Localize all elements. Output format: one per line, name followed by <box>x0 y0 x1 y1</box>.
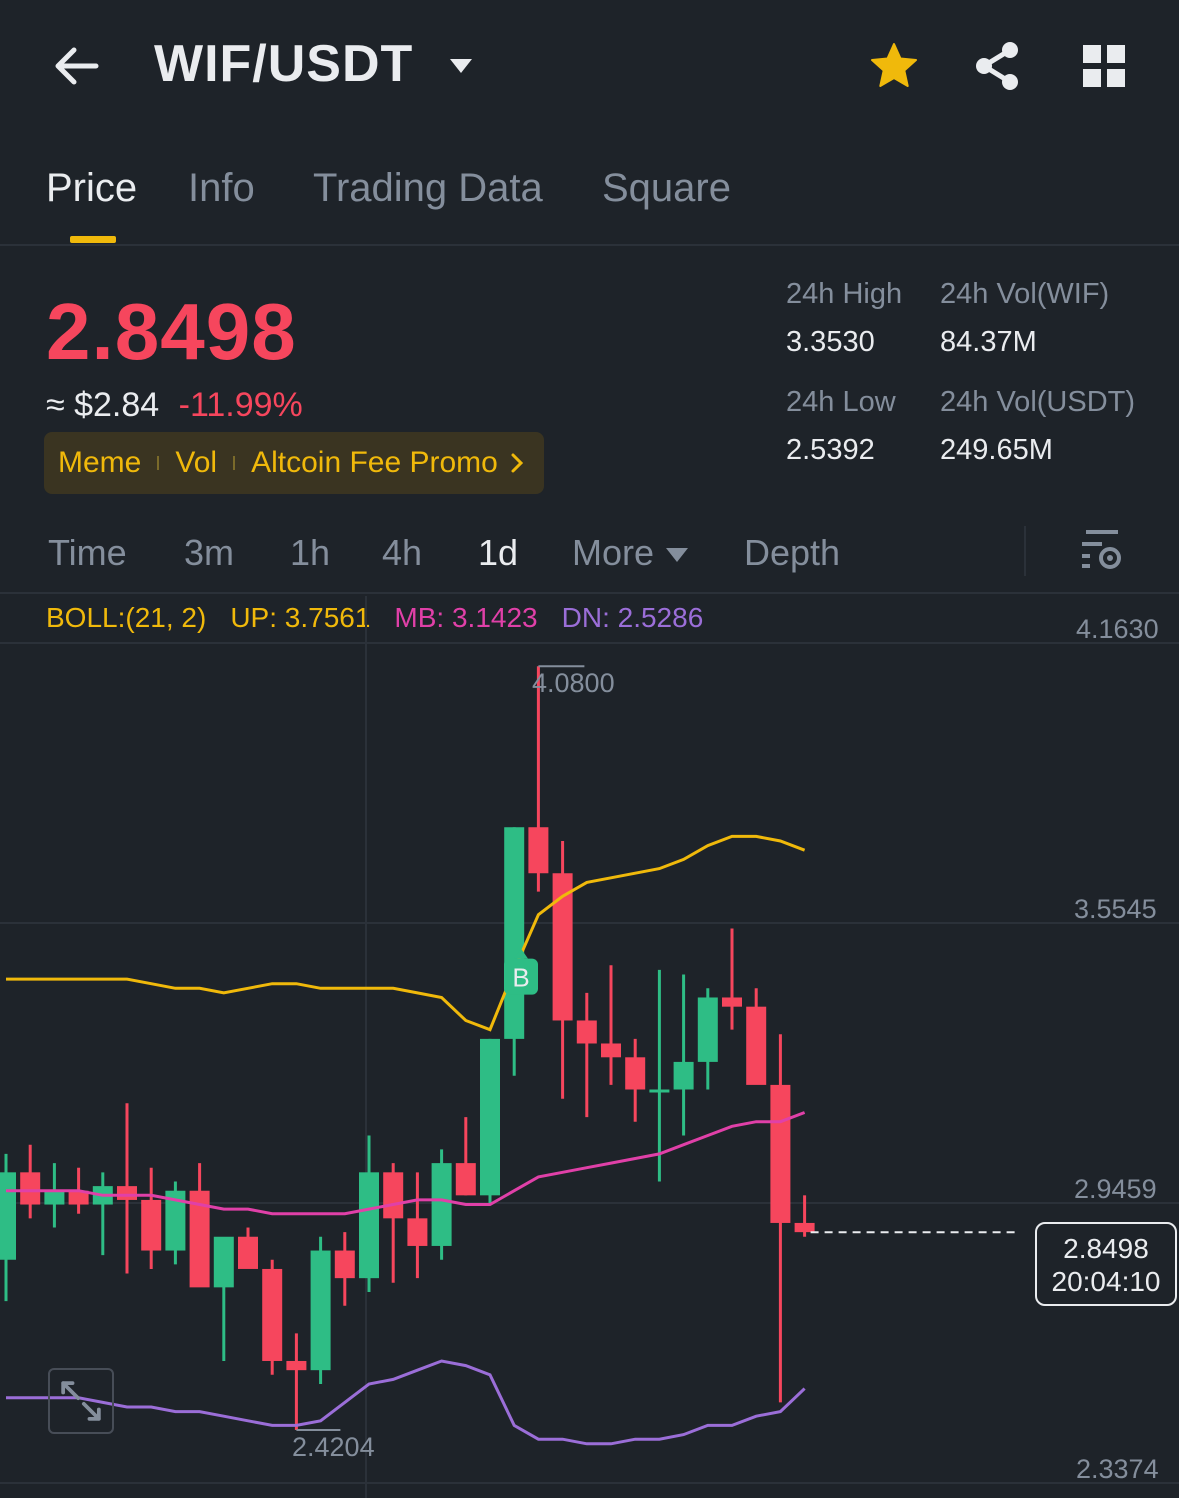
boll-legend[interactable]: BOLL:(21, 2) UP: 3.7561 MB: 3.1423 DN: 2… <box>46 602 727 634</box>
last-price: 2.8498 <box>46 287 297 376</box>
interval-1h[interactable]: 1h <box>290 532 331 573</box>
tag-divider <box>233 456 236 470</box>
main-tabs: Price Info Trading Data Square <box>0 150 1179 246</box>
boll-up-line <box>6 834 806 1032</box>
active-tab-indicator <box>70 236 116 243</box>
tab-square[interactable]: Square <box>602 166 731 210</box>
tag-bar[interactable]: Meme Vol Altcoin Fee Promo <box>44 432 544 494</box>
candle-body <box>576 1020 597 1044</box>
interval-1d[interactable]: 1d <box>478 532 519 573</box>
high-value: 3.3530 <box>786 326 875 358</box>
grid-icon[interactable] <box>1080 42 1128 90</box>
pair-title[interactable]: WIF/USDT <box>154 35 414 93</box>
candle-body <box>480 1038 500 1196</box>
chevron-right-icon <box>511 453 523 473</box>
boll-params: BOLL:(21, 2) <box>46 602 207 633</box>
min-price-marker: 2.4204 <box>292 1432 375 1462</box>
boll-mb-line <box>6 1111 806 1216</box>
candle-body <box>262 1268 283 1361</box>
candle-body <box>407 1218 428 1246</box>
candle-body <box>601 1043 621 1058</box>
y-tick-label: 4.1630 <box>1076 614 1159 644</box>
candle-body <box>359 1172 379 1279</box>
candle-body <box>431 1163 452 1246</box>
tab-info[interactable]: Info <box>188 166 255 210</box>
high-label: 24h High <box>786 278 903 310</box>
chart-settings-icon[interactable] <box>1080 528 1124 572</box>
candle-body <box>213 1236 234 1288</box>
current-price: 2.8498 <box>1063 1233 1149 1264</box>
y-tick-label: 3.5545 <box>1074 894 1157 924</box>
boll-dn: DN: 2.5286 <box>561 602 704 633</box>
candle-body <box>649 1089 670 1093</box>
candle-body <box>528 827 549 874</box>
candle-body <box>117 1186 137 1200</box>
buy-marker-pointer <box>514 948 528 959</box>
candle-body <box>68 1190 89 1205</box>
vol-quote-label: 24h Vol(USDT) <box>940 386 1136 418</box>
candle-body <box>722 997 742 1007</box>
vol-quote-value: 249.65M <box>940 434 1053 466</box>
buy-marker <box>504 958 538 995</box>
candle-body <box>334 1250 355 1279</box>
candle-body <box>189 1190 210 1288</box>
candle-body <box>286 1360 307 1371</box>
candle-body <box>310 1250 331 1371</box>
vol-base-label: 24h Vol(WIF) <box>940 278 1110 310</box>
caret-down-icon[interactable] <box>664 546 690 564</box>
candle-body <box>0 1172 16 1260</box>
vol-base-value: 84.37M <box>940 326 1037 358</box>
top-bar: WIF/USDT <box>0 0 1179 130</box>
current-price-box: 2.8498 20:04:10 <box>1035 1222 1177 1306</box>
interval-4h[interactable]: 4h <box>382 532 423 573</box>
tag-meme[interactable]: Meme <box>58 446 142 479</box>
candle-body <box>238 1236 258 1269</box>
candle-body <box>625 1057 646 1090</box>
star-icon[interactable] <box>868 40 920 92</box>
candle-body <box>165 1190 186 1251</box>
candle-body <box>770 1084 791 1223</box>
interval-time[interactable]: Time <box>48 532 127 573</box>
low-label: 24h Low <box>786 386 896 418</box>
boll-up: UP: 3.7561 <box>230 602 371 633</box>
candle-body <box>794 1222 815 1233</box>
low-value: 2.5392 <box>786 434 875 466</box>
candle-body <box>504 827 525 1039</box>
candlestick-chart[interactable]: B <box>0 596 1179 1498</box>
interval-bar: Time 3m 1h 4h 1d More Depth <box>0 516 1179 594</box>
interval-3m[interactable]: 3m <box>184 532 235 573</box>
boll-dn-line <box>6 1359 806 1446</box>
caret-down-icon[interactable] <box>448 56 474 76</box>
candle-body <box>20 1172 41 1205</box>
tag-altcoin-fee-promo[interactable]: Altcoin Fee Promo <box>251 446 498 479</box>
y-tick-label: 2.9459 <box>1074 1174 1157 1204</box>
fiat-price: ≈ $2.84 <box>46 386 160 424</box>
depth-tab[interactable]: Depth <box>744 532 841 573</box>
back-arrow-icon[interactable] <box>48 38 104 94</box>
candle-countdown: 20:04:10 <box>1051 1266 1161 1297</box>
fullscreen-icon[interactable] <box>48 1368 114 1434</box>
tab-price[interactable]: Price <box>46 166 138 210</box>
price-change-percent: -11.99% <box>178 386 303 424</box>
candle-body <box>141 1199 162 1251</box>
boll-mb: MB: 3.1423 <box>394 602 538 633</box>
candle-body <box>44 1190 65 1205</box>
y-tick-label: 2.3374 <box>1076 1454 1159 1484</box>
candle-body <box>697 997 718 1062</box>
divider <box>1024 526 1026 576</box>
tag-divider <box>157 456 160 470</box>
fiat-price-line: ≈ $2.84 -11.99% <box>46 386 303 425</box>
buy-marker-label: B <box>512 963 529 993</box>
interval-more[interactable]: More <box>572 532 655 573</box>
tag-vol[interactable]: Vol <box>175 446 218 479</box>
candle-body <box>455 1163 476 1196</box>
candle-body <box>673 1061 694 1090</box>
max-price-marker: 4.0800 <box>532 668 615 698</box>
candle-body <box>746 1006 767 1085</box>
candle-body <box>552 873 573 1021</box>
tab-trading-data[interactable]: Trading Data <box>313 166 543 210</box>
share-icon[interactable] <box>972 40 1024 92</box>
candle-body <box>383 1172 404 1219</box>
